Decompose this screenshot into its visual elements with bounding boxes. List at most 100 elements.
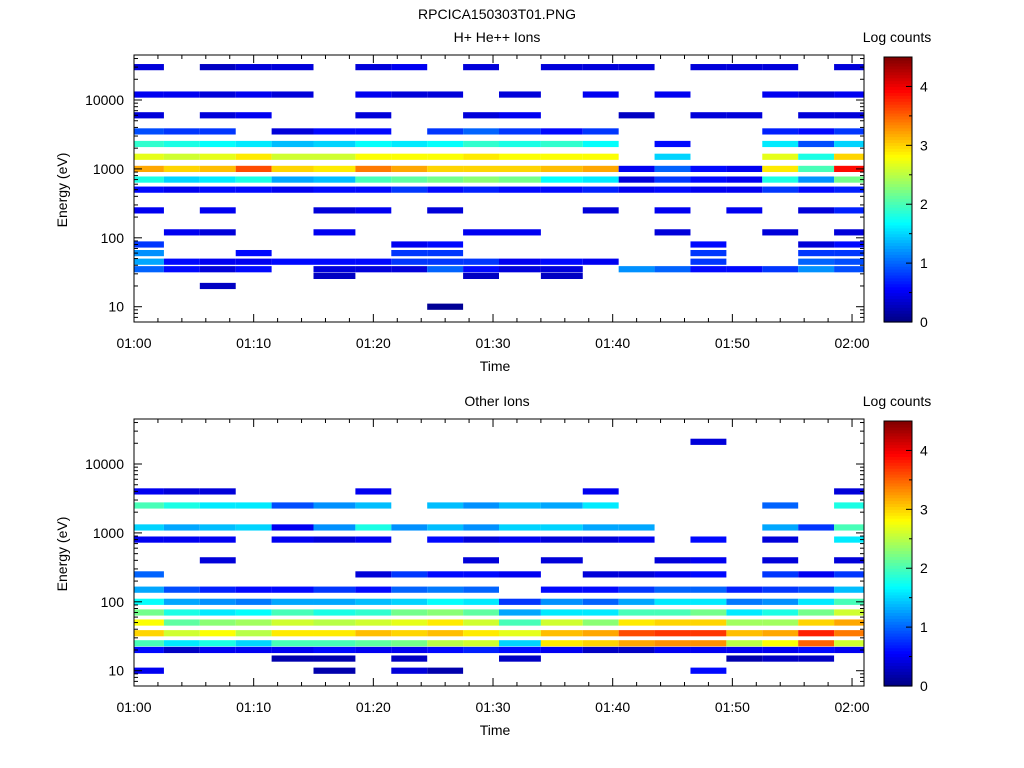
heatmap-cell: [463, 64, 499, 71]
heatmap-cell: [618, 186, 655, 193]
heatmap-cell: [834, 241, 864, 248]
colorbar-segment: [884, 230, 912, 235]
colorbar-segment: [884, 671, 912, 675]
heatmap-cell: [355, 571, 392, 578]
colorbar-segment: [884, 257, 912, 261]
heatmap-cell: [762, 536, 799, 543]
heatmap-cell: [834, 609, 864, 616]
colorbar-segment: [884, 115, 912, 120]
heatmap-cell: [463, 646, 499, 654]
heatmap-cell: [834, 112, 864, 119]
heatmap-cell: [313, 128, 356, 135]
heatmap-cell: [163, 598, 200, 605]
colorbar-segment: [884, 136, 912, 141]
heatmap-cell: [540, 586, 583, 593]
heatmap-cell: [726, 646, 763, 654]
heatmap-cell: [463, 128, 499, 135]
colorbar-segment: [884, 295, 912, 300]
heatmap-cell: [798, 524, 835, 531]
heatmap-cell: [690, 112, 727, 119]
heatmap-cell: [199, 488, 236, 495]
heatmap-cell: [798, 646, 835, 654]
spectrogram-plot: 10 100 1000 10000 01:00 01:10 01:20 01:30 01:40 0…: [85, 54, 870, 351]
heatmap-cell: [834, 646, 864, 654]
heatmap-cell: [355, 609, 392, 616]
heatmap-cell: [499, 165, 541, 173]
y-tick-label: 100: [101, 230, 125, 246]
heatmap-cell: [391, 571, 428, 578]
colorbar-frame: [883, 420, 913, 687]
heatmap-cell: [618, 176, 655, 183]
heatmap-cell: [798, 241, 835, 248]
heatmap-cell: [654, 153, 691, 160]
colorbar-segment: [884, 444, 912, 449]
colorbar-segment: [884, 647, 912, 652]
heatmap-cell: [271, 646, 314, 654]
heatmap-cell: [762, 502, 799, 509]
y-tick-label: 1000: [93, 161, 124, 177]
heatmap-cell: [199, 176, 236, 183]
heatmap-cell: [762, 609, 799, 616]
colorbar-segment: [884, 213, 912, 217]
colorbar-segment: [884, 503, 912, 507]
heatmap-cell: [271, 655, 314, 662]
colorbar-segment: [884, 286, 912, 291]
colorbar-segment: [884, 92, 912, 96]
heatmap-cell: [540, 64, 583, 71]
colorbar-segment: [884, 471, 912, 475]
heatmap-cell: [463, 524, 499, 531]
heatmap-cell: [463, 640, 499, 647]
heatmap-cell: [134, 176, 164, 183]
heatmap-cell: [540, 619, 583, 626]
heatmap-cell: [427, 140, 464, 148]
heatmap-cell: [134, 249, 164, 257]
heatmap-cell: [235, 165, 272, 173]
heatmap-cell: [163, 176, 200, 183]
colorbar-segment: [884, 186, 912, 191]
heatmap-cell: [762, 165, 799, 173]
heatmap-cell: [163, 229, 200, 236]
colorbar-segment: [884, 591, 912, 596]
colorbar-segment: [884, 618, 912, 622]
heatmap-cell: [654, 598, 691, 605]
heatmap-cell: [463, 619, 499, 626]
heatmap-cell: [654, 176, 691, 183]
colorbar-segment: [884, 441, 912, 446]
heatmap-cell: [798, 128, 835, 135]
y-tick-label: 10: [108, 299, 124, 315]
heatmap-cell: [582, 598, 619, 605]
heatmap-cell: [199, 153, 236, 160]
colorbar-segment: [884, 260, 912, 264]
heatmap-cell: [690, 630, 727, 637]
heatmap-cell: [540, 630, 583, 637]
colorbar-segment: [884, 509, 912, 513]
colorbar-segment: [884, 491, 912, 496]
y-tick-label: 1000: [93, 525, 124, 541]
heatmap-cell: [271, 140, 314, 148]
heatmap-cell: [834, 229, 864, 236]
heatmap-cell: [582, 207, 619, 214]
colorbar-segment: [884, 529, 912, 534]
colorbar-segment: [884, 485, 912, 490]
heatmap-cell: [391, 524, 428, 531]
heatmap-cell: [762, 91, 799, 98]
heatmap-cell: [271, 609, 314, 616]
heatmap-cell: [499, 524, 541, 531]
heatmap-cell: [199, 536, 236, 543]
colorbar-segment: [884, 142, 912, 146]
colorbar-segment: [884, 221, 912, 226]
heatmap-cell: [163, 266, 200, 273]
heatmap-cell: [726, 176, 763, 183]
heatmap-cell: [582, 619, 619, 626]
heatmap-cell: [499, 646, 541, 654]
heatmap-cell: [726, 64, 763, 71]
colorbar-segment: [884, 195, 912, 199]
heatmap-cell: [582, 176, 619, 183]
heatmap-cell: [654, 619, 691, 626]
heatmap-cell: [391, 619, 428, 626]
heatmap-cell: [726, 586, 763, 593]
heatmap-cell: [834, 258, 864, 265]
heatmap-cell: [798, 598, 835, 605]
heatmap-cell: [726, 640, 763, 647]
heatmap-cell: [762, 640, 799, 647]
